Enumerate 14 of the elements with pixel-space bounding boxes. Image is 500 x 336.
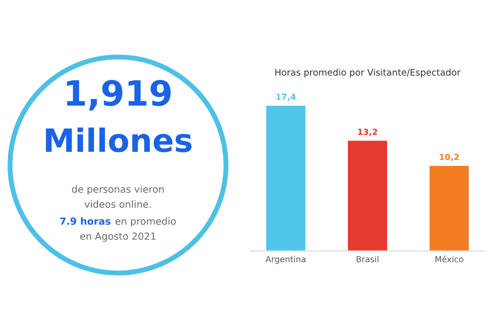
x-tick-label: Argentina (266, 256, 306, 264)
data-label: 10,2 (440, 154, 459, 162)
text: 7.9 horas (60, 217, 110, 225)
text: de personas vieron (72, 185, 164, 195)
text: en Agosto 2021 (80, 232, 156, 242)
text: 1,919 (67, 80, 171, 111)
text: en promedio (115, 217, 176, 227)
chart-title: Horas promedio por Visitante/Espectador (275, 68, 461, 78)
x-tick-label: México (435, 256, 464, 262)
data-label: 13,2 (358, 128, 378, 136)
x-tick-label: Brasil (356, 256, 378, 262)
text: videos online. (84, 200, 151, 208)
data-label: 17,4 (276, 94, 296, 101)
text: Millones (46, 128, 192, 152)
